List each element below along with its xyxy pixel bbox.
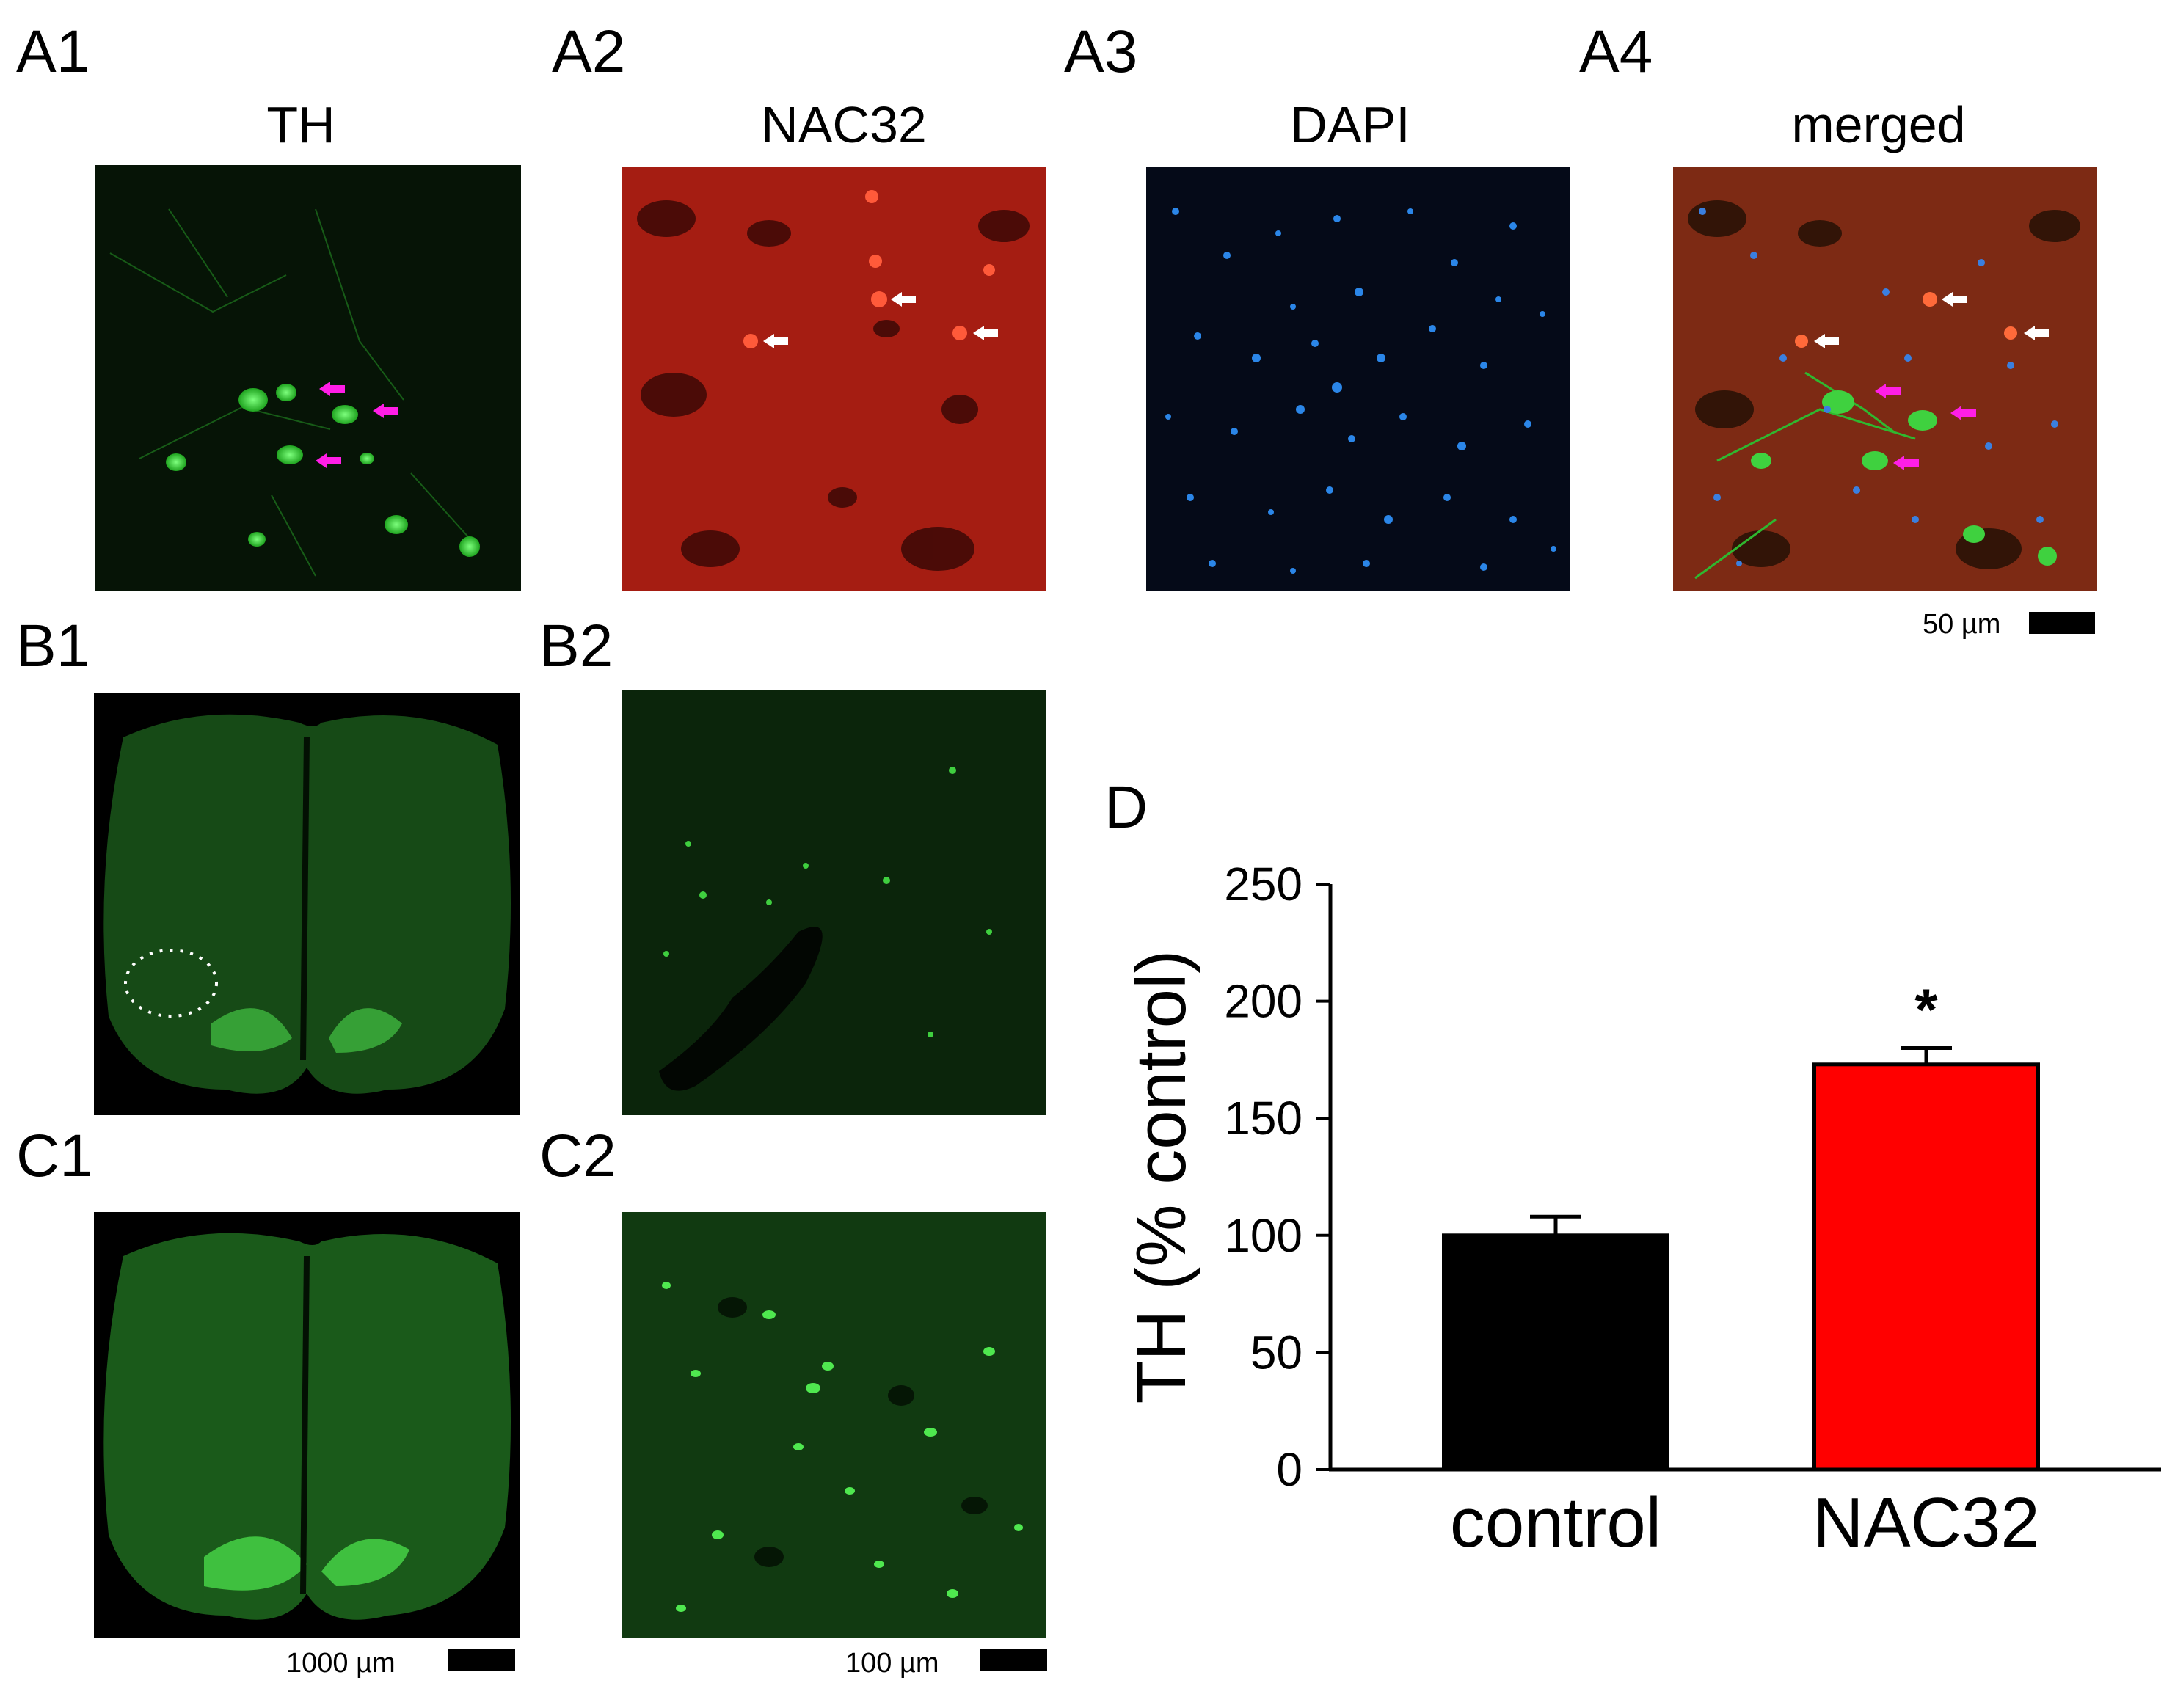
column-title-th: TH xyxy=(266,96,335,153)
scale-bar-c2 xyxy=(980,1649,1047,1671)
bar-control xyxy=(1442,1233,1669,1472)
panel-label-a1: A1 xyxy=(16,18,90,85)
panel-label-b2: B2 xyxy=(539,613,613,679)
bar-chart-th: 0 50 100 150 200 250 TH (% control) control NAC… xyxy=(1122,858,2161,1562)
x-tick-label: NAC32 xyxy=(1812,1483,2039,1562)
micrograph-a3-dapi xyxy=(1146,167,1570,591)
y-tick-label: 0 xyxy=(1276,1443,1303,1496)
micrograph-b1-section xyxy=(94,693,520,1115)
micrograph-a1-th xyxy=(95,165,521,591)
column-title-merged: merged xyxy=(1791,96,1966,153)
scale-bar-c1 xyxy=(448,1649,515,1671)
x-tick-label: control xyxy=(1450,1483,1661,1562)
panel-label-c1: C1 xyxy=(16,1123,93,1189)
micrograph-c2-zoom xyxy=(622,1212,1046,1638)
y-tick-label: 100 xyxy=(1224,1209,1303,1262)
panel-label-a2: A2 xyxy=(552,18,626,85)
y-tick-label: 50 xyxy=(1250,1326,1303,1379)
scale-label-a4: 50 µm xyxy=(1923,609,2001,640)
panel-label-c2: C2 xyxy=(539,1123,616,1189)
panel-label-a3: A3 xyxy=(1064,18,1138,85)
bar-nac32 xyxy=(1812,1062,2040,1472)
micrograph-b2-zoom xyxy=(622,690,1046,1115)
scale-label-c2: 100 µm xyxy=(845,1648,939,1679)
column-title-dapi: DAPI xyxy=(1290,96,1410,153)
column-title-nac32: NAC32 xyxy=(761,96,927,153)
micrograph-a4-merged xyxy=(1673,167,2097,591)
micrograph-c1-section xyxy=(94,1212,520,1638)
significance-marker: * xyxy=(1914,977,1938,1042)
y-tick-label: 250 xyxy=(1224,858,1303,910)
panel-label-b1: B1 xyxy=(16,613,90,679)
y-axis-label: TH (% control) xyxy=(1122,950,1201,1404)
y-tick-label: 150 xyxy=(1224,1092,1303,1145)
scale-bar-a4 xyxy=(2029,612,2095,634)
panel-label-d: D xyxy=(1104,774,1148,841)
micrograph-a2-nac32 xyxy=(622,167,1046,591)
scale-label-c1: 1000 µm xyxy=(286,1648,396,1679)
y-tick-label: 200 xyxy=(1224,975,1303,1028)
panel-label-a4: A4 xyxy=(1579,18,1653,85)
